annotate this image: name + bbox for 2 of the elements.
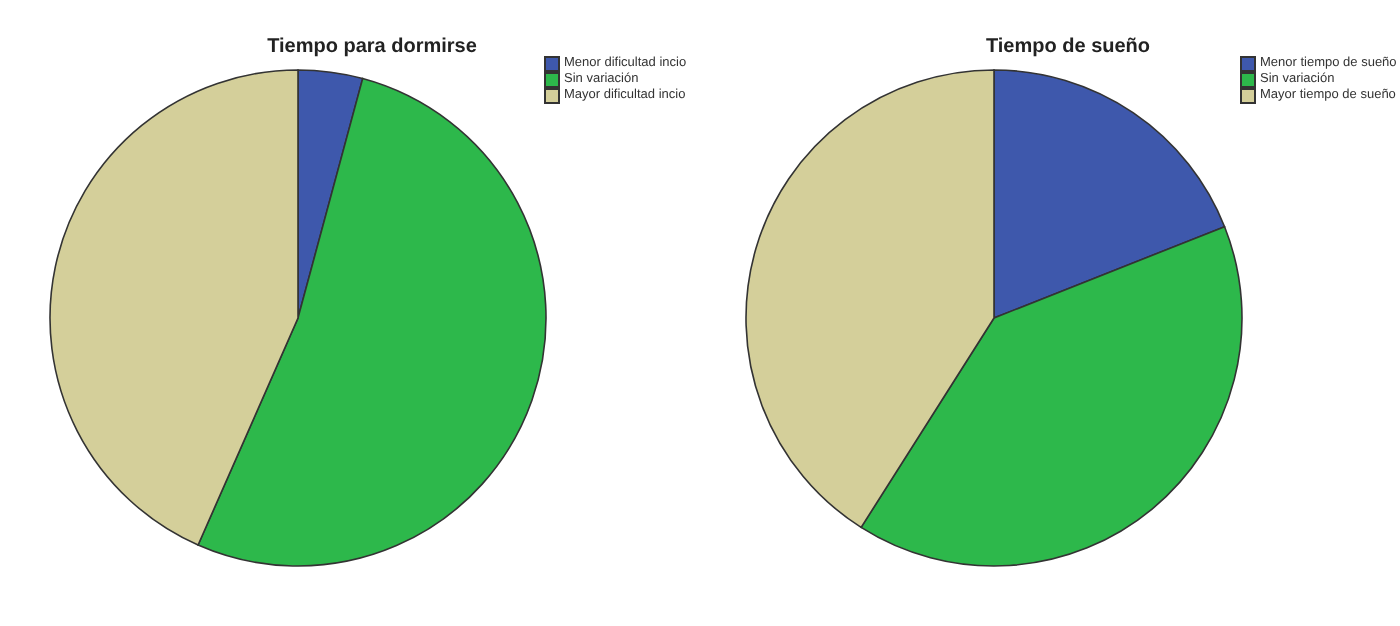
chart-title: Tiempo para dormirse [267, 36, 478, 58]
chart-title: Tiempo de sueño [985, 36, 1151, 58]
